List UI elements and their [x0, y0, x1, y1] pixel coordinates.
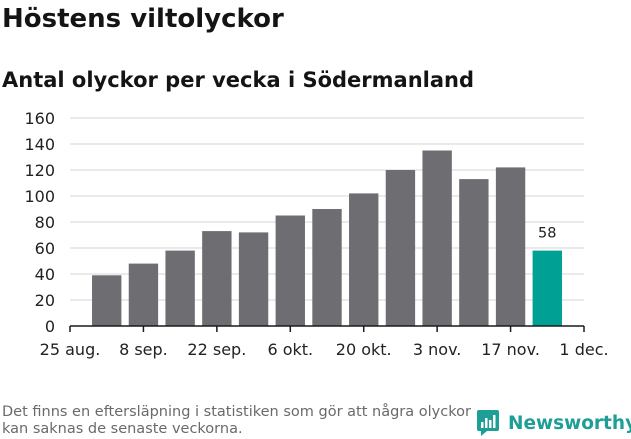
bar — [532, 250, 562, 326]
data-label: 58 — [538, 226, 556, 242]
bar — [202, 231, 232, 326]
y-tick-label: 20 — [35, 291, 55, 310]
footnote: Det finns en eftersläpning i statistiken… — [2, 404, 471, 437]
x-tick-label: 8 sep. — [119, 340, 168, 359]
bar — [275, 215, 305, 326]
bar — [459, 179, 489, 326]
bar-chart: 0 20 40 60 80 100 120 140 160 58 25 aug. 8 sep. 22 s… — [24, 109, 608, 359]
bar — [312, 209, 342, 326]
newsworthy-brand[interactable]: Newsworthy — [476, 408, 631, 438]
x-tick-label: 20 okt. — [336, 340, 392, 359]
y-tick-label: 0 — [45, 317, 55, 336]
bar — [128, 263, 159, 326]
y-tick-label: 60 — [35, 239, 55, 258]
x-tick-label: 1 dec. — [559, 340, 608, 359]
x-tick-label: 22 sep. — [187, 340, 246, 359]
x-tick-label: 25 aug. — [40, 340, 101, 359]
y-tick-label: 40 — [35, 265, 55, 284]
bar — [385, 170, 416, 326]
bar — [422, 150, 452, 326]
y-tick-label: 120 — [24, 161, 55, 180]
brand-name: Newsworthy — [508, 412, 631, 434]
x-tick-label: 17 nov. — [481, 340, 540, 359]
chart-title: Höstens viltolyckor — [2, 4, 284, 34]
y-tick-label: 140 — [24, 135, 55, 154]
bar — [92, 275, 122, 326]
y-tick-label: 160 — [24, 109, 55, 128]
newsworthy-logo-icon — [477, 410, 499, 436]
bar — [165, 250, 195, 326]
bar — [238, 232, 269, 326]
x-tick-label: 3 nov. — [413, 340, 462, 359]
y-tick-label: 100 — [24, 187, 55, 206]
chart-subtitle: Antal olyckor per vecka i Södermanland — [2, 68, 474, 92]
bar — [349, 193, 379, 326]
bar — [495, 167, 526, 326]
y-tick-label: 80 — [35, 213, 55, 232]
x-tick-label: 6 okt. — [267, 340, 313, 359]
